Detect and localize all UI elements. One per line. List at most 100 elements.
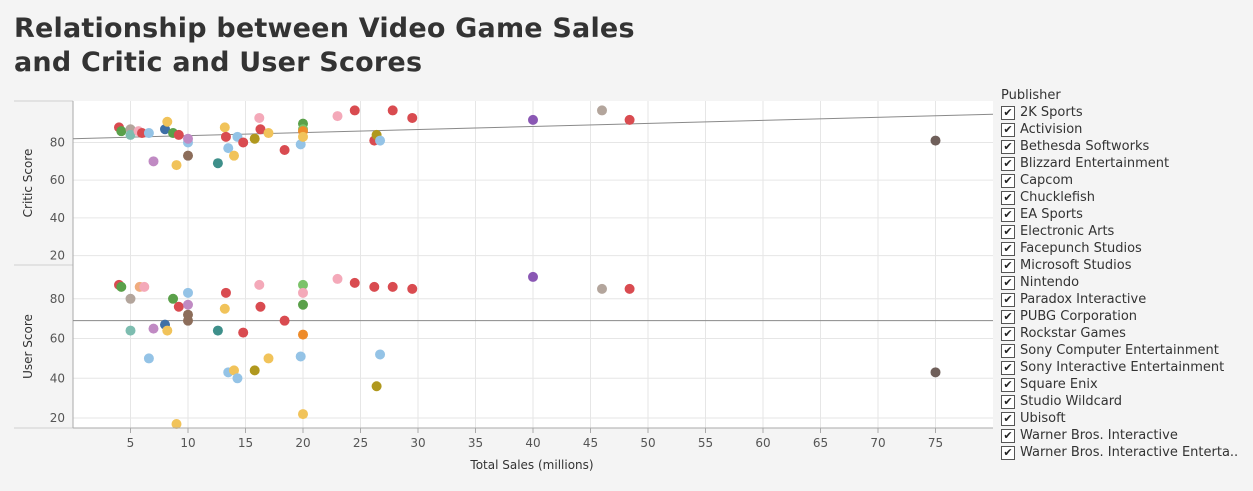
chart-title-line-1: Relationship between Video Game Sales — [14, 13, 635, 44]
data-point — [528, 271, 538, 282]
checkbox-checked-icon[interactable]: ✔ — [1001, 224, 1015, 239]
data-point — [212, 158, 223, 169]
legend-item[interactable]: ✔ PUBG Corporation — [1001, 308, 1251, 325]
legend-item[interactable]: ✔ Nintendo — [1001, 274, 1251, 291]
legend-item-label: Capcom — [1020, 173, 1074, 188]
legend-item[interactable]: ✔ Ubisoft — [1001, 410, 1251, 427]
legend-item[interactable]: ✔ Rockstar Games — [1001, 325, 1251, 342]
data-point — [137, 128, 147, 139]
chart-title: Relationship between Video Game Sales an… — [14, 12, 635, 80]
checkbox-checked-icon[interactable]: ✔ — [1001, 360, 1015, 375]
legend-item-label: Blizzard Entertainment — [1020, 156, 1170, 171]
legend-item[interactable]: ✔ Microsoft Studios — [1001, 257, 1251, 274]
data-point — [930, 367, 941, 378]
data-point — [171, 419, 182, 430]
data-point — [143, 128, 154, 139]
data-point — [116, 281, 127, 292]
data-point — [298, 299, 308, 310]
y-tick-label: 60 — [50, 332, 65, 346]
legend-item-label: Facepunch Studios — [1020, 241, 1142, 256]
data-point — [298, 279, 308, 290]
data-point — [162, 116, 173, 127]
checkbox-checked-icon[interactable]: ✔ — [1001, 207, 1015, 222]
checkbox-checked-icon[interactable]: ✔ — [1001, 156, 1015, 171]
data-point — [160, 124, 170, 135]
data-point — [597, 283, 607, 294]
y-tick-label: 80 — [50, 292, 65, 306]
legend-item-label: Paradox Interactive — [1020, 292, 1147, 307]
checkbox-checked-icon[interactable]: ✔ — [1001, 343, 1015, 358]
data-point — [183, 150, 193, 161]
legend-item[interactable]: ✔ Bethesda Softworks — [1001, 138, 1251, 155]
checkbox-checked-icon[interactable]: ✔ — [1001, 445, 1015, 460]
x-tick-label: 45 — [583, 436, 598, 450]
legend-item[interactable]: ✔ Electronic Arts — [1001, 223, 1251, 240]
checkbox-checked-icon[interactable]: ✔ — [1001, 122, 1015, 137]
x-tick-label: 65 — [813, 436, 828, 450]
legend-item[interactable]: ✔ Warner Bros. Interactive Enterta.. — [1001, 444, 1251, 461]
legend-item-label: PUBG Corporation — [1020, 309, 1138, 324]
legend-item[interactable]: ✔ 2K Sports — [1001, 104, 1251, 121]
data-point — [375, 349, 386, 360]
checkbox-checked-icon[interactable]: ✔ — [1001, 428, 1015, 443]
legend-item[interactable]: ✔ Blizzard Entertainment — [1001, 155, 1251, 172]
legend-item-label: Bethesda Softworks — [1020, 139, 1150, 154]
checkbox-checked-icon[interactable]: ✔ — [1001, 139, 1015, 154]
data-point — [332, 111, 343, 122]
checkbox-checked-icon[interactable]: ✔ — [1001, 411, 1015, 426]
checkbox-checked-icon[interactable]: ✔ — [1001, 275, 1015, 290]
legend-item[interactable]: ✔ Square Enix — [1001, 376, 1251, 393]
x-tick-label: 25 — [353, 436, 368, 450]
legend-item[interactable]: ✔ Facepunch Studios — [1001, 240, 1251, 257]
data-point — [255, 124, 266, 135]
legend-item[interactable]: ✔ Activision — [1001, 121, 1251, 138]
legend-item[interactable]: ✔ EA Sports — [1001, 206, 1251, 223]
x-tick-label: 40 — [525, 436, 540, 450]
legend-item-label: Electronic Arts — [1020, 224, 1115, 239]
data-point — [223, 143, 234, 154]
data-point — [332, 273, 343, 284]
data-point — [148, 156, 159, 167]
legend-item[interactable]: ✔ Sony Computer Entertainment — [1001, 342, 1251, 359]
data-point — [249, 133, 260, 144]
checkbox-checked-icon[interactable]: ✔ — [1001, 173, 1015, 188]
legend-item[interactable]: ✔ Chucklefish — [1001, 189, 1251, 206]
data-point — [263, 128, 274, 139]
y-axis-label: User Score — [21, 314, 35, 379]
x-axis-label: Total Sales (millions) — [469, 458, 593, 472]
data-point — [171, 160, 182, 171]
checkbox-checked-icon[interactable]: ✔ — [1001, 190, 1015, 205]
data-point — [349, 105, 360, 116]
data-point — [349, 277, 360, 288]
data-point — [232, 373, 243, 384]
checkbox-checked-icon[interactable]: ✔ — [1001, 377, 1015, 392]
legend-item[interactable]: ✔ Studio Wildcard — [1001, 393, 1251, 410]
data-point — [597, 105, 607, 116]
checkbox-checked-icon[interactable]: ✔ — [1001, 394, 1015, 409]
legend-item[interactable]: ✔ Sony Interactive Entertainment — [1001, 359, 1251, 376]
data-point — [295, 351, 306, 362]
data-point — [387, 281, 398, 292]
checkbox-checked-icon[interactable]: ✔ — [1001, 326, 1015, 341]
checkbox-checked-icon[interactable]: ✔ — [1001, 309, 1015, 324]
legend-item-label: Chucklefish — [1020, 190, 1096, 205]
checkbox-checked-icon[interactable]: ✔ — [1001, 292, 1015, 307]
legend-item[interactable]: ✔ Paradox Interactive — [1001, 291, 1251, 308]
legend-item-label: Studio Wildcard — [1020, 394, 1123, 409]
checkbox-checked-icon[interactable]: ✔ — [1001, 241, 1015, 256]
data-point — [238, 137, 249, 148]
checkbox-checked-icon[interactable]: ✔ — [1001, 258, 1015, 273]
data-point — [375, 135, 386, 146]
legend-item[interactable]: ✔ Capcom — [1001, 172, 1251, 189]
legend-item[interactable]: ✔ Warner Bros. Interactive — [1001, 427, 1251, 444]
data-point — [298, 409, 308, 420]
checkbox-checked-icon[interactable]: ✔ — [1001, 105, 1015, 120]
data-point — [263, 353, 274, 364]
data-point — [183, 315, 193, 326]
data-point — [298, 131, 308, 142]
legend-item-label: Sony Computer Entertainment — [1020, 343, 1219, 358]
data-point — [116, 126, 127, 137]
data-point — [528, 114, 538, 125]
data-point — [219, 122, 230, 133]
data-point — [183, 299, 193, 310]
